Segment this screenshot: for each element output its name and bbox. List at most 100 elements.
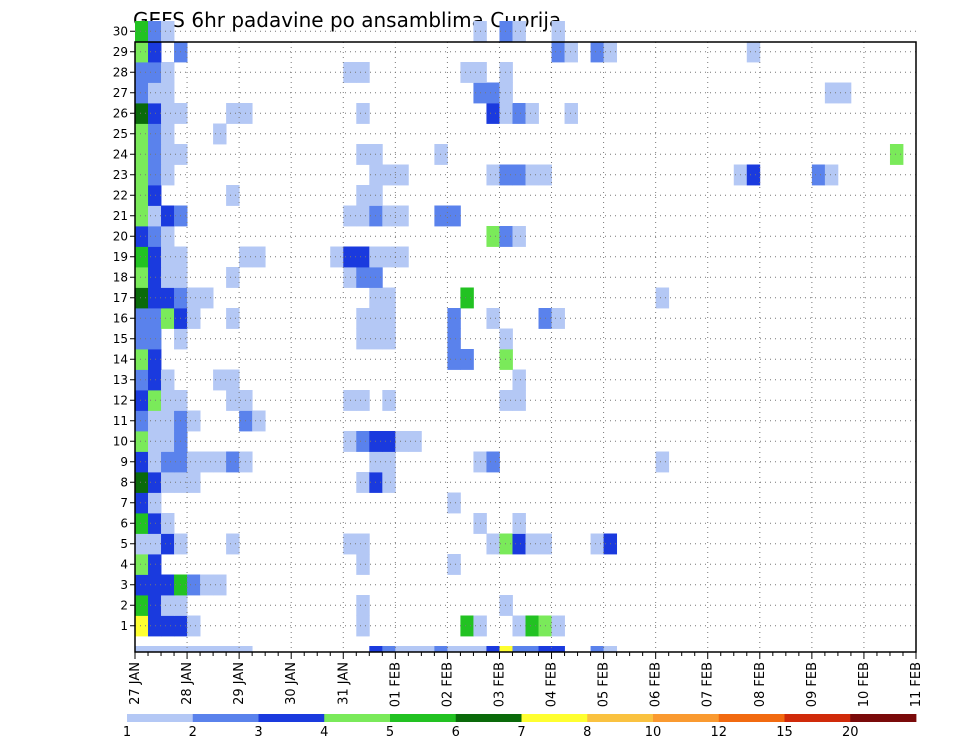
heatmap-cell [148, 21, 162, 42]
bottom-strip-cell [499, 646, 513, 652]
heatmap-cell [148, 164, 162, 186]
x-tick-label: 08 FEB [753, 662, 768, 707]
heatmap-cell [148, 185, 162, 206]
bottom-strip-cell [538, 646, 552, 652]
heatmap-cell [525, 615, 539, 637]
heatmap-cell [356, 431, 370, 452]
legend-label: 8 [583, 725, 591, 740]
heatmap-cell [382, 205, 396, 227]
x-tick-label: 01 FEB [388, 662, 403, 707]
bottom-strip-cell [447, 646, 461, 652]
heatmap-cell [135, 21, 149, 42]
heatmap-cell [226, 390, 240, 411]
heatmap-cell [161, 82, 175, 104]
x-tick-label: 06 FEB [649, 662, 664, 707]
x-tick-label: 30 JAN [284, 662, 299, 705]
y-tick-label: 30 [113, 24, 128, 38]
bottom-strip-cell [603, 646, 618, 652]
heatmap-cell [343, 62, 357, 83]
legend-swatch [521, 714, 588, 722]
heatmap-cell [135, 82, 149, 104]
heatmap-cell [148, 349, 162, 370]
ticks-layer: 1234567891011121314151617181920212223242… [113, 24, 924, 707]
heatmap-cell [343, 267, 357, 288]
heatmap-cell [135, 205, 149, 227]
heatmap-cell [369, 328, 383, 350]
heatmap-cell [356, 554, 370, 575]
legend-label: 3 [254, 725, 262, 740]
heatmap-cell [148, 308, 162, 329]
cells-layer [135, 21, 904, 652]
heatmap-cell [499, 21, 513, 42]
heatmap-cell [382, 451, 396, 473]
bottom-strip-cell [135, 646, 149, 652]
heatmap-cell [824, 82, 839, 104]
x-tick-label: 28 JAN [180, 662, 195, 705]
heatmap-cell [148, 431, 162, 452]
heatmap-cell [512, 226, 526, 247]
heatmap-cell [369, 287, 383, 309]
bottom-strip-cell [486, 646, 500, 652]
bottom-strip-cell [395, 646, 409, 652]
heatmap-cell [148, 472, 162, 493]
x-tick-label: 29 JAN [232, 662, 247, 705]
heatmap-cell [161, 123, 175, 145]
heatmap-cell [161, 62, 175, 83]
heatmap-cell [447, 205, 461, 227]
heatmap-cell [161, 574, 175, 596]
heatmap-cell [499, 164, 513, 186]
heatmap-cell [161, 246, 175, 268]
heatmap-cell [460, 615, 474, 637]
heatmap-cell [226, 308, 240, 329]
legend-swatch [127, 714, 194, 722]
heatmap-cell [135, 103, 149, 124]
y-tick-label: 10 [113, 434, 128, 448]
heatmap-cell [356, 390, 370, 411]
x-tick-label: 10 FEB [857, 662, 872, 707]
legend-swatch [192, 714, 259, 722]
y-tick-label: 4 [120, 557, 128, 571]
heatmap-cell [356, 615, 370, 637]
y-tick-label: 29 [113, 45, 128, 59]
y-tick-label: 6 [120, 516, 128, 530]
heatmap-cell [135, 574, 149, 596]
heatmap-cell [369, 267, 383, 288]
heatmap-cell [434, 205, 448, 227]
heatmap-cell [135, 226, 149, 247]
heatmap-cell [161, 615, 175, 637]
y-tick-label: 1 [120, 619, 128, 633]
y-tick-label: 12 [113, 393, 128, 407]
heatmap-cell [148, 205, 162, 227]
y-tick-label: 17 [113, 291, 128, 305]
heatmap-cell [369, 205, 383, 227]
heatmap-cell [343, 205, 357, 227]
heatmap-cell [148, 410, 162, 432]
bottom-strip-cell [434, 646, 448, 652]
heatmap-cell [512, 164, 526, 186]
heatmap-cell [135, 246, 149, 268]
heatmap-cell [135, 185, 149, 206]
y-tick-label: 24 [113, 147, 128, 161]
legend-swatch [455, 714, 522, 722]
heatmap-cell [135, 287, 149, 309]
x-tick-label: 05 FEB [597, 662, 612, 707]
heatmap-cell [252, 410, 266, 432]
bottom-strip-cell [590, 646, 604, 652]
y-tick-label: 22 [113, 188, 128, 202]
heatmap-cell [343, 431, 357, 452]
heatmap-cell [161, 472, 175, 493]
bottom-strip-cell [460, 646, 474, 652]
heatmap-cell [447, 308, 461, 329]
heatmap-cell [369, 451, 383, 473]
heatmap-cell [447, 328, 461, 350]
heatmap-cell [499, 62, 513, 83]
y-tick-label: 14 [113, 352, 128, 366]
heatmap-cell [499, 349, 513, 370]
heatmap-cell [161, 103, 175, 124]
bottom-strip-cell [200, 646, 214, 652]
heatmap-cell [382, 308, 396, 329]
y-tick-label: 16 [113, 311, 128, 325]
heatmap-cell [824, 164, 839, 186]
heatmap-cell [564, 103, 578, 124]
heatmap-cell [148, 533, 162, 555]
